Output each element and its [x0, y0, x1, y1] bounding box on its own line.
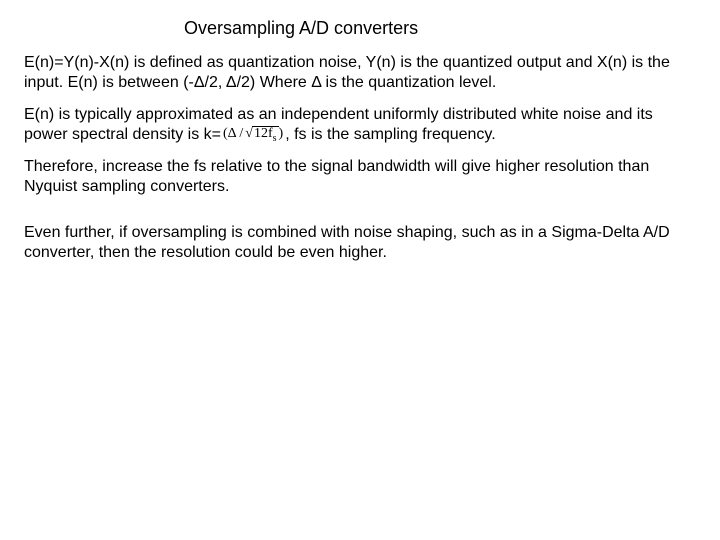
- sqrt-argument: 12: [254, 126, 268, 141]
- fs-subscript: s: [273, 133, 277, 144]
- sqrt-icon: 12fs: [243, 125, 278, 144]
- paragraph-psd: E(n) is typically approximated as an ind…: [24, 105, 696, 145]
- paragraph-resolution: Therefore, increase the fs relative to t…: [24, 157, 696, 197]
- psd-text-post: , fs is the sampling frequency.: [285, 126, 495, 143]
- paren-close: ): [279, 126, 284, 141]
- slide-title: Oversampling A/D converters: [24, 18, 696, 39]
- paragraph-sigma-delta: Even further, if oversampling is combine…: [24, 223, 696, 263]
- paragraph-quantization-noise-defn: E(n)=Y(n)-X(n) is defined as quantizatio…: [24, 53, 696, 93]
- slide: Oversampling A/D converters E(n)=Y(n)-X(…: [0, 0, 720, 540]
- psd-formula: (Δ /12fs): [221, 125, 285, 144]
- formula-numerator: Δ /: [228, 126, 244, 141]
